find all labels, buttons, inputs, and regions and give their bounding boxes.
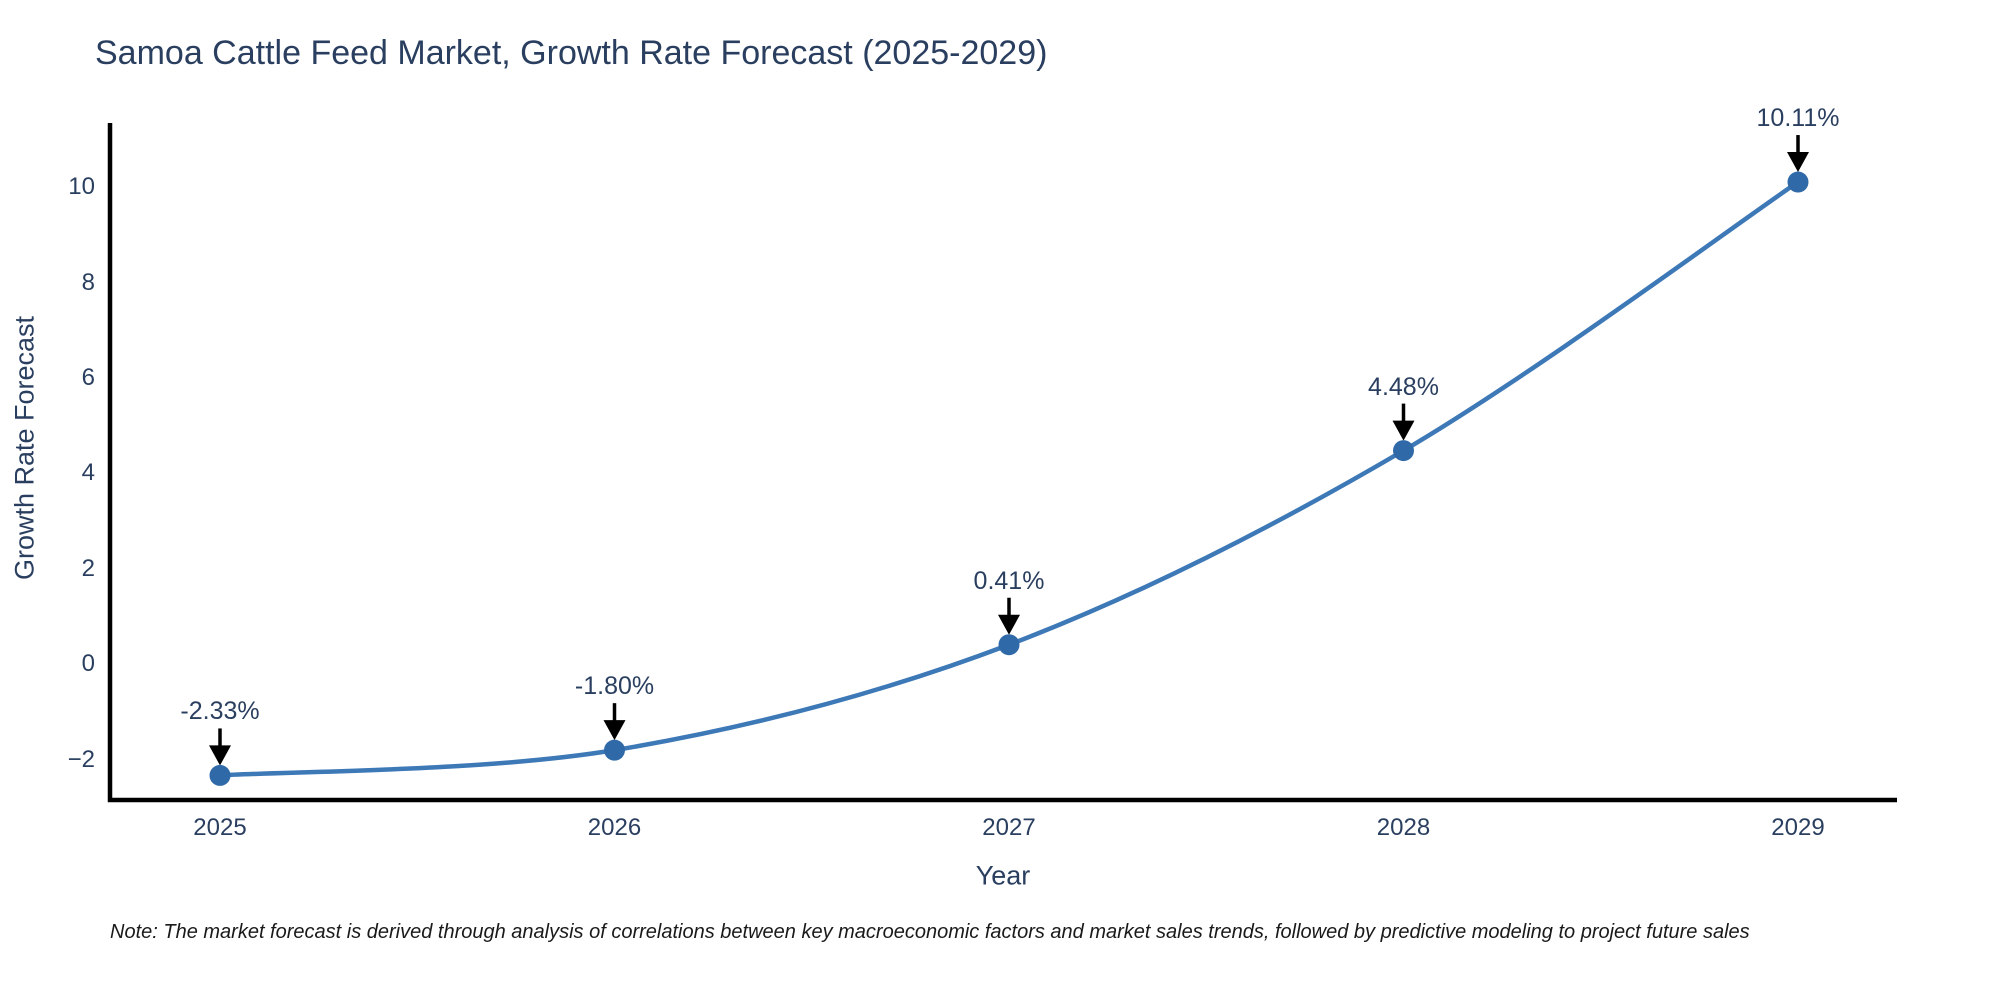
annotation-arrowhead xyxy=(1392,420,1415,441)
y-axis-title: Growth Rate Forecast xyxy=(9,315,40,581)
y-tick-label: 8 xyxy=(81,268,95,296)
data-label: 10.11% xyxy=(1756,104,1840,133)
x-axis-title: Year xyxy=(975,860,1031,891)
x-tick-label: 2027 xyxy=(982,814,1036,841)
data-point-marker[interactable] xyxy=(1393,440,1414,462)
annotation-arrowhead xyxy=(1787,152,1809,173)
y-tick-label: 0 xyxy=(81,650,95,678)
data-label: 4.48% xyxy=(1368,372,1439,401)
y-tick-label: 2 xyxy=(81,554,95,582)
data-point-marker[interactable] xyxy=(209,764,231,786)
data-point-marker[interactable] xyxy=(998,634,1020,656)
annotation-arrowhead xyxy=(998,614,1020,635)
annotation-arrowhead xyxy=(209,745,231,766)
data-label: 0.41% xyxy=(973,566,1045,595)
data-label: -1.80% xyxy=(574,672,655,701)
x-tick-label: 2026 xyxy=(587,814,642,841)
axis-lines xyxy=(107,123,1897,803)
x-tick-label: 2028 xyxy=(1376,814,1431,841)
data-point-marker[interactable] xyxy=(1787,171,1809,193)
x-tick-label: 2025 xyxy=(193,814,247,841)
y-tick-label: 6 xyxy=(81,364,95,392)
y-tick-label: −2 xyxy=(67,745,95,773)
y-tick-label: 4 xyxy=(81,459,95,487)
y-tick-label: 10 xyxy=(68,173,95,201)
footnote: Note: The market forecast is derived thr… xyxy=(110,921,1750,943)
annotation-arrowhead xyxy=(603,720,626,741)
x-tick-label: 2029 xyxy=(1771,814,1825,841)
trend-line xyxy=(217,179,1801,778)
data-label: -2.33% xyxy=(180,697,260,726)
data-point-marker[interactable] xyxy=(604,739,625,761)
chart-title: Samoa Cattle Feed Market, Growth Rate Fo… xyxy=(95,34,1048,72)
